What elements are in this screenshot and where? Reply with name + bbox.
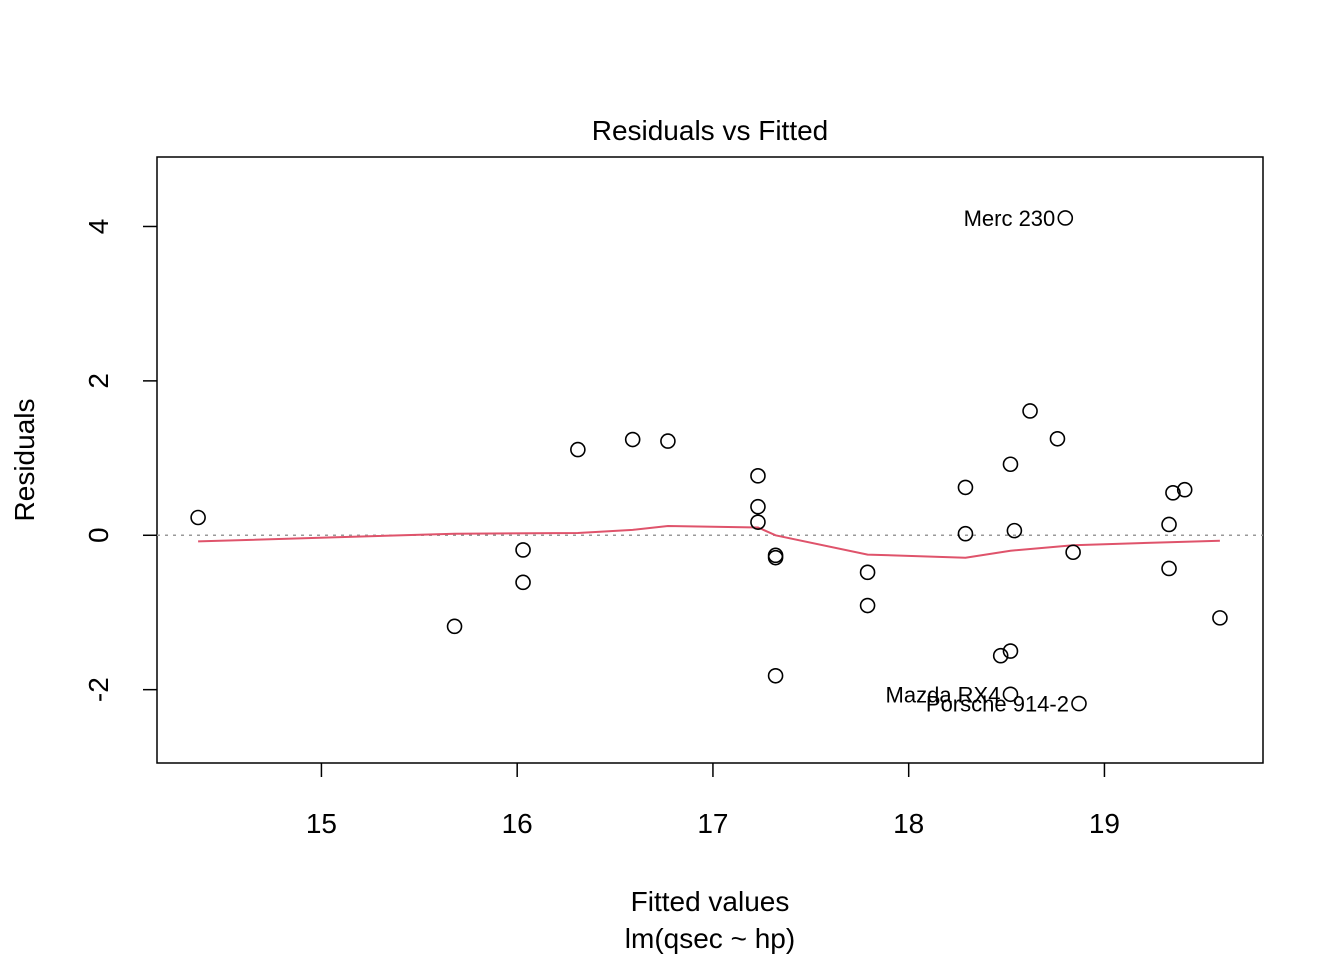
data-point bbox=[859, 564, 876, 581]
data-point bbox=[750, 514, 766, 530]
data-point bbox=[515, 542, 531, 558]
data-point bbox=[570, 441, 586, 458]
y-tick-label: -2 bbox=[83, 677, 114, 702]
data-point bbox=[1161, 560, 1177, 577]
data-point bbox=[1071, 695, 1087, 712]
data-point bbox=[767, 667, 784, 684]
point-label: Merc 230 bbox=[964, 206, 1056, 231]
data-point bbox=[1176, 481, 1193, 498]
x-tick-label: 18 bbox=[893, 808, 924, 839]
data-point bbox=[859, 597, 876, 614]
data-point bbox=[1002, 456, 1019, 473]
data-point bbox=[624, 431, 641, 448]
data-point bbox=[1006, 522, 1023, 539]
data-point bbox=[750, 468, 766, 484]
data-point bbox=[992, 647, 1009, 664]
point-label: Porsche 914-2 bbox=[926, 692, 1069, 717]
data-point bbox=[446, 618, 463, 635]
data-point bbox=[750, 498, 766, 515]
data-point bbox=[1165, 485, 1181, 501]
y-tick-label: 4 bbox=[83, 219, 114, 235]
data-point bbox=[767, 549, 784, 566]
y-tick-label: 2 bbox=[83, 373, 114, 389]
y-axis-title: Residuals bbox=[9, 399, 40, 522]
plot-frame bbox=[156, 156, 1264, 764]
x-tick-label: 16 bbox=[502, 808, 533, 839]
data-point bbox=[1065, 544, 1081, 561]
x-axis-subtitle: lm(qsec ~ hp) bbox=[625, 923, 795, 954]
data-point bbox=[190, 509, 206, 526]
data-point bbox=[1057, 210, 1074, 226]
data-point bbox=[1002, 686, 1019, 703]
x-tick-label: 15 bbox=[306, 808, 337, 839]
data-point bbox=[660, 433, 676, 449]
data-point bbox=[515, 574, 531, 591]
x-tick-label: 19 bbox=[1089, 808, 1120, 839]
data-point bbox=[957, 479, 974, 496]
data-point bbox=[1049, 430, 1066, 447]
data-point bbox=[1002, 643, 1019, 659]
x-tick-label: 17 bbox=[697, 808, 728, 839]
point-label: Mazda RX4 bbox=[886, 682, 1001, 707]
data-point bbox=[957, 525, 974, 542]
data-point bbox=[1161, 516, 1177, 533]
data-point bbox=[1212, 610, 1228, 626]
x-axis-title: Fitted values bbox=[631, 886, 790, 917]
data-point bbox=[1022, 403, 1038, 419]
chart-title: Residuals vs Fitted bbox=[592, 115, 829, 146]
y-tick-label: 0 bbox=[83, 527, 114, 543]
